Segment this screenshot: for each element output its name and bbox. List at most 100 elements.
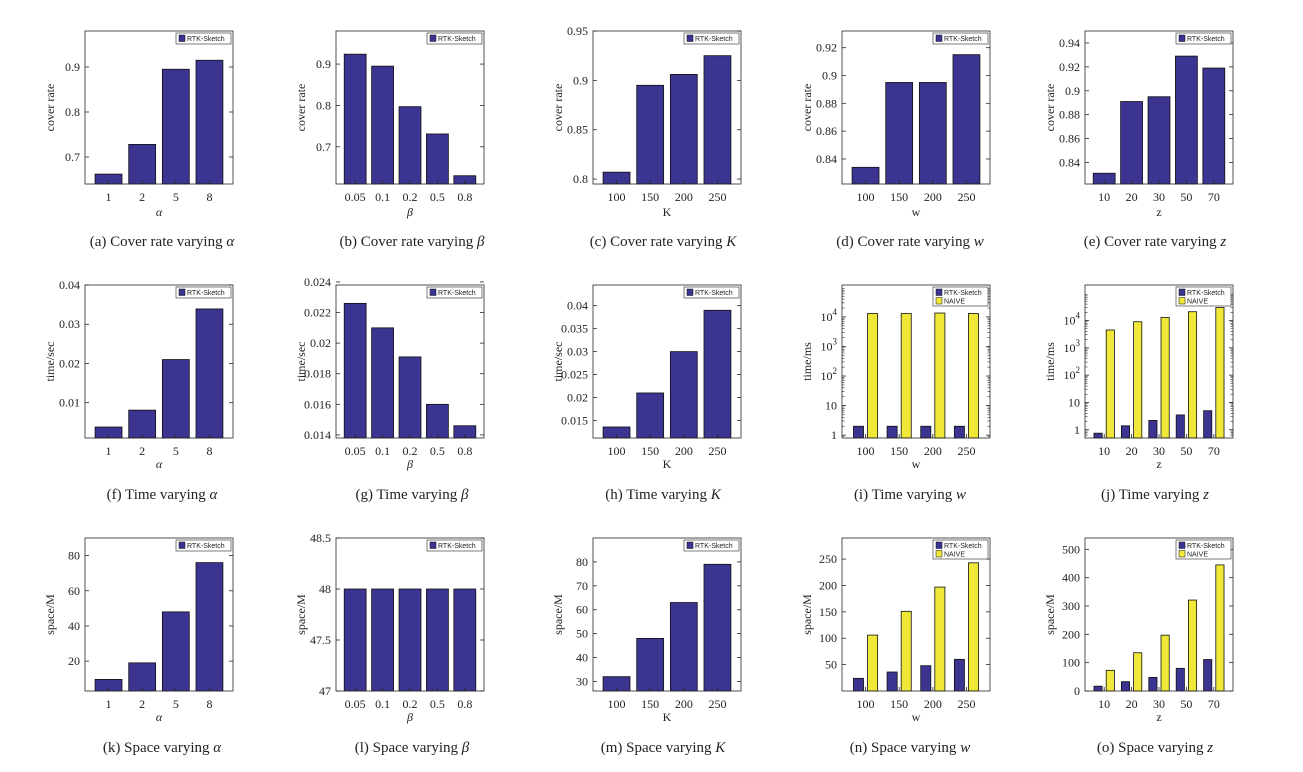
x-tick-label: 0.1 <box>375 190 390 204</box>
rtk-bar-0.1 <box>371 327 394 439</box>
x-tick-label: 150 <box>641 444 659 458</box>
legend-swatch-rtk <box>429 34 437 42</box>
y-tick-label: 47.5 <box>310 633 331 647</box>
rtk-bar-0.5 <box>426 133 449 185</box>
x-tick-label: 0.1 <box>375 697 390 711</box>
y-axis-label: time/ms <box>1043 342 1057 381</box>
legend-swatch-rtk <box>429 541 437 549</box>
y-tick-label: 0.8 <box>573 172 588 186</box>
legend-label-rtk: RTK-Sketch <box>944 543 982 550</box>
y-tick-label: 0.7 <box>316 140 331 154</box>
y-tick-label: 20 <box>68 654 80 668</box>
legend-label-rtk: RTK-Sketch <box>187 290 225 297</box>
y-tick-label: 150 <box>819 605 837 619</box>
y-tick-label: 0.95 <box>567 24 588 38</box>
y-tick-label: 40 <box>576 651 588 665</box>
x-tick-label: 1 <box>106 444 112 458</box>
chart-o: 0 100 200 300 400 500 10 20 30 50 70 z space/M RTK-Sk… <box>1043 537 1234 756</box>
chart-g: 0.014 0.016 0.018 0.02 0.022 0.024 0.05 0.1 0.2 0… <box>294 275 485 503</box>
legend-box <box>1175 32 1232 45</box>
x-tick-label: 200 <box>675 190 693 204</box>
y-tick-label: 50 <box>576 627 588 641</box>
x-tick-label: 50 <box>1180 444 1192 458</box>
naive-bar-50 <box>1188 599 1198 692</box>
x-tick-label: 150 <box>890 190 908 204</box>
rtk-bar-150 <box>636 392 665 439</box>
x-tick-label: 100 <box>608 697 626 711</box>
x-tick-label: 8 <box>206 190 212 204</box>
legend-swatch-rtk <box>1178 288 1186 296</box>
x-tick-label: 250 <box>708 190 726 204</box>
plot-frame <box>592 30 742 185</box>
rtk-bar-50 <box>1175 55 1198 185</box>
legend-swatch-naive <box>935 550 943 558</box>
y-axis-label: time/sec <box>294 342 308 382</box>
x-tick-label: 200 <box>924 697 942 711</box>
y-tick-label: 102 <box>1064 365 1081 382</box>
x-tick-label: 10 <box>1098 190 1110 204</box>
legend-label-rtk: RTK-Sketch <box>944 36 982 43</box>
rtk-bar-0.5 <box>426 588 449 692</box>
caption: (f) Time varying α <box>107 487 219 503</box>
caption: (a) Cover rate varying α <box>90 234 236 250</box>
rtk-bar-200 <box>669 602 698 692</box>
legend-label-rtk: RTK-Sketch <box>695 36 733 43</box>
y-tick-label: 80 <box>576 555 588 569</box>
chart-f: 0.01 0.02 0.03 0.04 1 2 5 8 α time/sec RTK-Sketch (… <box>43 278 234 503</box>
y-tick-label: 0.02 <box>567 391 588 405</box>
rtk-bar-2 <box>128 662 157 692</box>
legend-box <box>426 32 483 45</box>
x-tick-label: 100 <box>857 444 875 458</box>
y-tick-label: 0.01 <box>59 396 80 410</box>
rtk-bar-150 <box>886 425 898 439</box>
rtk-bar-5 <box>161 359 190 439</box>
legend-label-naive: NAIVE <box>1187 551 1208 558</box>
plot-frame <box>84 537 234 692</box>
y-tick-label: 0.022 <box>304 306 331 320</box>
rtk-bar-2 <box>128 409 157 439</box>
y-tick-label: 100 <box>1062 656 1080 670</box>
x-axis-label: w <box>912 710 921 724</box>
rtk-bar-0.05 <box>343 53 367 185</box>
x-axis-label: K <box>663 205 672 219</box>
legend-swatch-naive <box>935 297 943 305</box>
x-tick-label: 250 <box>957 190 975 204</box>
y-tick-label: 1 <box>1074 423 1080 437</box>
caption: (b) Cover rate varying β <box>340 234 485 250</box>
rtk-bar-200 <box>918 82 947 185</box>
rtk-bar-150 <box>886 671 898 692</box>
x-axis-label: β <box>406 457 413 471</box>
caption: (i) Time varying w <box>854 487 966 503</box>
y-axis-label: time/sec <box>551 342 565 382</box>
y-tick-label: 30 <box>576 674 588 688</box>
legend: RTK-Sketch <box>1175 32 1232 45</box>
legend-label-rtk: RTK-Sketch <box>1187 543 1225 550</box>
rtk-bar-150 <box>636 638 665 692</box>
x-tick-label: 0.2 <box>403 697 418 711</box>
y-axis-label: cover rate <box>43 84 57 132</box>
y-tick-label: 0.88 <box>1059 108 1080 122</box>
rtk-bar-70 <box>1202 67 1226 185</box>
y-tick-label: 60 <box>576 603 588 617</box>
rtk-bar-50 <box>1175 667 1185 692</box>
x-tick-label: 0.05 <box>345 444 366 458</box>
naive-bar-10 <box>1105 669 1115 692</box>
x-tick-label: 100 <box>857 697 875 711</box>
x-axis-label: w <box>912 205 921 219</box>
chart-a: 0.7 0.8 0.9 1 2 5 8 α cover rate RTK-Sketch (a) Co… <box>43 30 236 250</box>
y-tick-label: 0.024 <box>304 275 331 289</box>
y-tick-label: 0.85 <box>567 123 588 137</box>
legend: RTK-Sketch <box>426 286 483 299</box>
y-axis-label: space/M <box>551 594 565 635</box>
naive-bar-200 <box>934 312 946 439</box>
legend-swatch-naive <box>1178 550 1186 558</box>
x-tick-label: 5 <box>173 697 179 711</box>
x-tick-label: 0.5 <box>430 190 445 204</box>
y-tick-label: 0.04 <box>59 278 80 292</box>
y-tick-label: 0.015 <box>561 414 588 428</box>
y-tick-label: 0.92 <box>816 41 837 55</box>
x-tick-label: 50 <box>1180 697 1192 711</box>
